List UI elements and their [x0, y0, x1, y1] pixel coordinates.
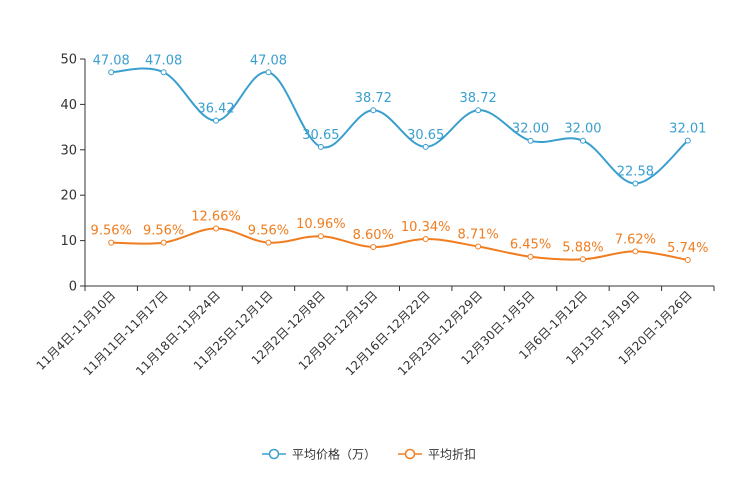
- data-label: 38.72: [355, 91, 392, 106]
- data-label: 8.71%: [457, 227, 498, 242]
- data-point: [370, 107, 377, 114]
- data-label: 47.08: [145, 53, 182, 68]
- data-label: 30.65: [302, 128, 339, 143]
- data-label: 32.01: [669, 122, 706, 137]
- data-point: [108, 69, 115, 76]
- data-label: 36.42: [197, 102, 234, 117]
- data-label: 30.65: [407, 128, 444, 143]
- data-label: 10.34%: [401, 220, 451, 235]
- y-tick-label: 30: [60, 143, 77, 158]
- data-label: 6.45%: [510, 238, 551, 253]
- data-point: [527, 137, 534, 144]
- data-label: 22.58: [617, 164, 654, 179]
- data-point: [265, 69, 272, 76]
- series-line: [111, 227, 688, 261]
- data-label: 32.00: [512, 122, 549, 137]
- data-label: 5.88%: [562, 240, 603, 255]
- data-label: 9.56%: [248, 224, 289, 239]
- legend-marker-icon: [268, 448, 280, 460]
- series-0: 47.08 47.08 36.42 47.08 30.65 38.72 30.65 38.72…: [93, 53, 706, 187]
- data-point: [684, 256, 691, 263]
- series-1: 9.56% 9.56% 12.66% 9.56% 10.96% 8.60% 10.34% 8.…: [91, 210, 708, 263]
- legend-label: 平均价格（万）: [292, 447, 376, 462]
- y-tick-label: 50: [60, 53, 77, 68]
- legend-item-0[interactable]: 平均价格（万）: [262, 447, 376, 462]
- legend-item-1[interactable]: 平均折扣: [398, 447, 476, 462]
- legend-marker-icon: [404, 448, 416, 460]
- legend[interactable]: 平均价格（万） 平均折扣: [262, 447, 476, 462]
- data-label: 12.66%: [191, 210, 241, 225]
- data-label: 47.08: [93, 53, 130, 68]
- data-point: [213, 225, 220, 232]
- data-point: [632, 248, 639, 255]
- data-point: [475, 243, 482, 250]
- y-tick-label: 0: [69, 280, 77, 295]
- data-label: 9.56%: [143, 224, 184, 239]
- data-point: [632, 180, 639, 187]
- legend-label: 平均折扣: [428, 447, 476, 462]
- data-point: [108, 239, 115, 246]
- data-point: [475, 107, 482, 114]
- series-layer: 47.08 47.08 36.42 47.08 30.65 38.72 30.65 38.72…: [91, 53, 708, 263]
- data-label: 8.60%: [353, 228, 394, 243]
- data-label: 38.72: [460, 91, 497, 106]
- data-point: [317, 143, 324, 150]
- data-point: [579, 137, 586, 144]
- data-point: [213, 117, 220, 124]
- data-label: 10.96%: [296, 217, 346, 232]
- data-point: [160, 239, 167, 246]
- data-point: [422, 236, 429, 243]
- data-point: [684, 137, 691, 144]
- y-tick-label: 20: [60, 189, 77, 204]
- data-point: [422, 143, 429, 150]
- data-point: [370, 243, 377, 250]
- y-tick-label: 40: [60, 98, 77, 113]
- data-label: 47.08: [250, 53, 287, 68]
- data-point: [579, 256, 586, 263]
- data-point: [527, 253, 534, 260]
- data-label: 7.62%: [615, 232, 656, 247]
- data-point: [160, 69, 167, 76]
- data-label: 5.74%: [667, 241, 708, 256]
- data-point: [265, 239, 272, 246]
- y-tick-label: 10: [60, 234, 77, 249]
- data-point: [317, 233, 324, 240]
- data-label: 9.56%: [91, 224, 132, 239]
- data-label: 32.00: [564, 122, 601, 137]
